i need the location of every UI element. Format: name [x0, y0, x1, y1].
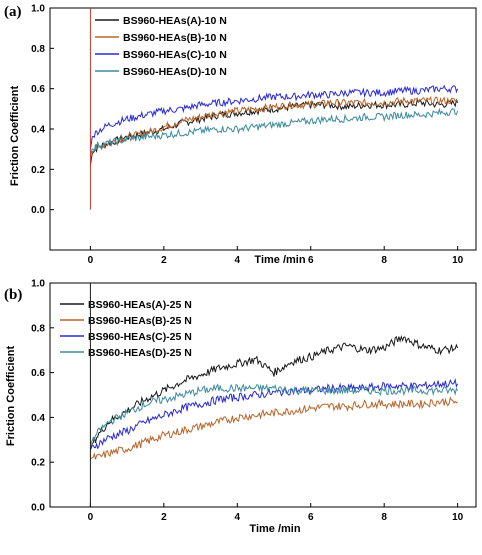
y-tick-label: 0.2	[31, 458, 45, 469]
series-line	[89, 95, 458, 160]
legend-label: BS960-HEAs(A)-10 N	[123, 15, 227, 27]
x-tick-label: 4	[235, 255, 241, 266]
x-tick-label: 0	[88, 255, 94, 266]
y-tick-label: 0.0	[31, 503, 45, 514]
legend-label: BS960-HEAs(B)-10 N	[123, 32, 227, 44]
y-tick-label: 0.8	[31, 323, 45, 334]
series-line	[89, 107, 459, 154]
legend-label: BS960-HEAs(A)-25 N	[88, 299, 192, 311]
legend-label: BS960-HEAs(B)-25 N	[88, 315, 192, 327]
series-line	[89, 335, 459, 451]
panel-a: (a) Friction Coefficient Time /min 0.0 0.…	[4, 4, 477, 266]
series-line	[89, 378, 459, 450]
x-tick-label: 6	[308, 255, 314, 266]
series-line	[89, 84, 459, 149]
legend-label: BS960-HEAs(C)-25 N	[88, 331, 192, 343]
panel-label: (a)	[4, 4, 22, 20]
series-line	[89, 98, 459, 166]
x-tick-label: 0	[88, 512, 94, 523]
panel-b: (b) Friction Coefficient Time /min 0.0 0.…	[4, 279, 477, 535]
panel-label: (b)	[4, 287, 22, 303]
series-line	[90, 396, 458, 460]
y-tick-label: 1.0	[31, 279, 45, 290]
x-tick-label: 4	[235, 512, 241, 523]
y-tick-label: 0.2	[31, 165, 45, 176]
y-tick-label: 0.8	[31, 44, 45, 55]
plot-frame	[49, 282, 477, 508]
x-tick-label: 6	[308, 512, 314, 523]
y-tick-label: 0.4	[31, 413, 45, 424]
y-axis-label: Friction Coefficient	[9, 86, 21, 187]
y-tick-label: 0.6	[31, 368, 45, 379]
x-tick-label: 10	[452, 512, 464, 523]
y-tick-label: 1.0	[31, 4, 45, 15]
plot-frame	[49, 7, 477, 251]
y-tick-label: 0.6	[31, 84, 45, 95]
x-tick-label: 8	[381, 512, 387, 523]
y-tick-label: 0.0	[31, 205, 45, 216]
x-axis-label: Time /min	[254, 254, 305, 266]
x-tick-label: 2	[161, 255, 167, 266]
x-tick-label: 8	[381, 255, 387, 266]
series-line	[89, 383, 459, 445]
y-axis-label: Friction Coefficient	[5, 346, 17, 447]
x-tick-label: 10	[452, 255, 464, 266]
x-tick-label: 2	[161, 512, 167, 523]
x-axis-label: Time /min	[249, 523, 300, 535]
legend-label: BS960-HEAs(C)-10 N	[123, 49, 227, 61]
legend-label: BS960-HEAs(D)-25 N	[88, 347, 192, 359]
y-tick-label: 0.4	[31, 125, 45, 136]
legend-label: BS960-HEAs(D)-10 N	[123, 66, 227, 78]
